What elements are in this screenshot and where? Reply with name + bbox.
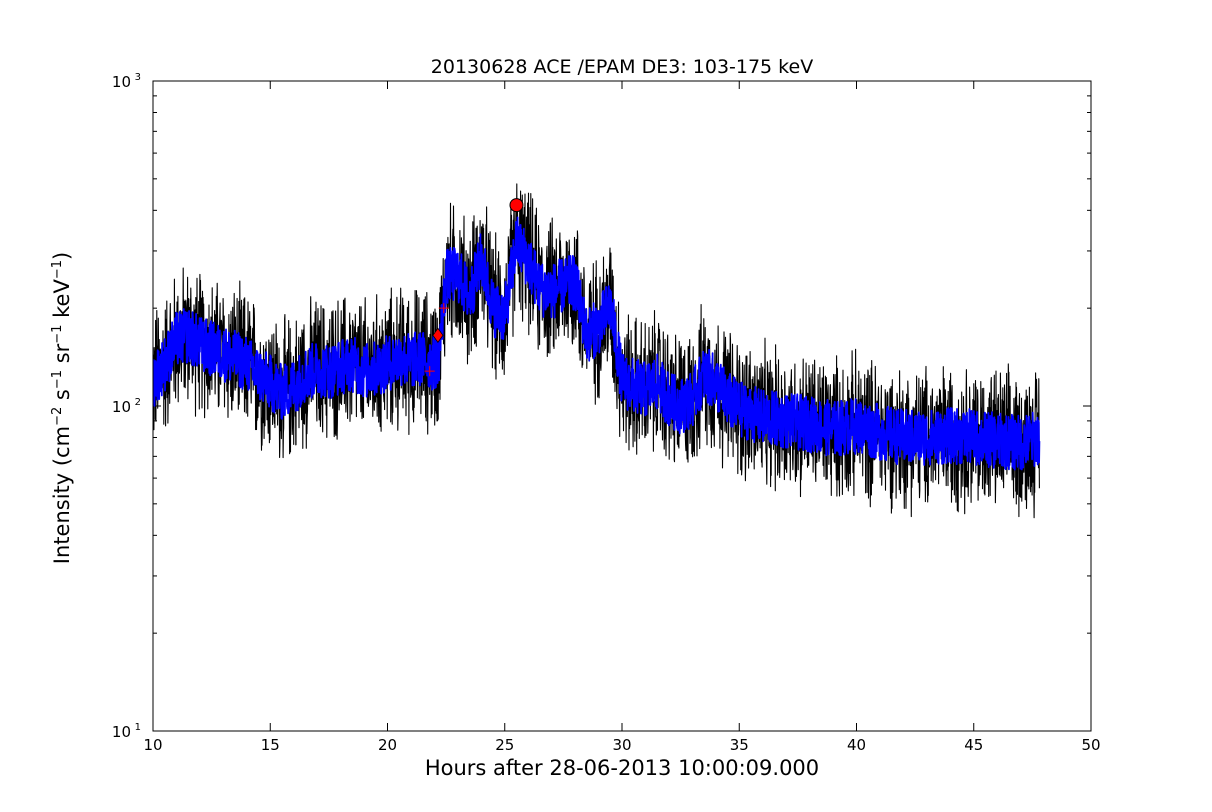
y-tick-label-exponent: 1 [135,722,141,733]
x-axis-label: Hours after 28-06-2013 10:00:09.000 [424,756,820,780]
onset-marker [432,327,444,344]
x-tick-label: 15 [261,736,280,754]
peak-marker [509,198,524,213]
y-tick-label: 10 [112,398,131,416]
y-label-part: s [50,389,74,407]
y-axis-label: Intensity (cm−2 s−1 sr−1 keV−1) [50,252,74,564]
y-tick-label-exponent: 3 [135,72,141,83]
x-tick-label: 50 [1081,736,1100,754]
y-label-part: ) [50,251,74,260]
x-tick-label: 10 [143,736,162,754]
marker-layer [424,198,524,377]
x-tick-label: 35 [730,736,749,754]
y-tick-label: 10 [112,73,131,91]
y-label-part: keV [50,279,74,325]
y-label-part: sr [50,343,74,370]
x-tick-label: 30 [612,736,631,754]
y-tick-label-exponent: 2 [135,397,141,408]
x-tick-label: 20 [378,736,397,754]
plus-marker [424,366,435,377]
series-line-smoothed-intensity [153,216,1041,471]
plot-frame [152,80,1092,732]
y-label-exp: −2 [50,406,65,426]
y-label-exp: −1 [50,324,65,344]
y-label-exp: −1 [50,369,65,390]
y-tick-label: 10 [112,723,131,741]
series-line-raw-intensity [153,183,1040,519]
y-label-part: Intensity (cm [50,425,74,565]
y-label-exp: −1 [50,259,65,280]
plus-marker [438,303,449,314]
chart-title: 20130628 ACE /EPAM DE3: 103-175 keV [430,56,814,78]
x-tick-label: 40 [847,736,866,754]
series-layer [153,183,1041,519]
x-tick-label: 25 [495,736,514,754]
x-tick-label: 45 [964,736,983,754]
